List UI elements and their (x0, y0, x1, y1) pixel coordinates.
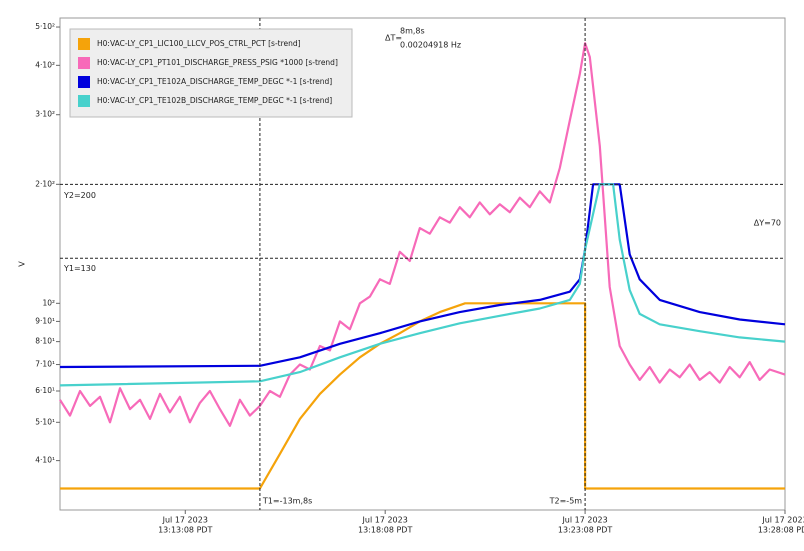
cursor-label: T1=-13m,8s (262, 497, 312, 506)
legend-label: H0:VAC-LY_CP1_TE102B_DISCHARGE_TEMP_DEGC… (97, 96, 332, 105)
legend-label: H0:VAC-LY_CP1_LIC100_LLCV_POS_CTRL_PCT [… (97, 39, 301, 48)
y-axis-label: V (18, 261, 27, 267)
legend-swatch (78, 76, 90, 88)
x-tick-label: 13:13:08 PDT (158, 526, 212, 535)
y-tick-label: 7·10¹ (35, 360, 55, 369)
y-tick-label: 2·10² (35, 179, 55, 188)
legend: H0:VAC-LY_CP1_LIC100_LLCV_POS_CTRL_PCT [… (69, 28, 353, 118)
series-line (59, 42, 786, 427)
legend-swatch (78, 57, 90, 69)
x-tick-label: 13:18:08 PDT (358, 526, 412, 535)
y-tick-label: 5·10² (35, 22, 55, 31)
y-tick-label: 10² (42, 298, 55, 307)
y-tick-label: 8·10¹ (35, 337, 55, 346)
cursor-label: Y1=130 (63, 264, 96, 273)
series-line (59, 183, 786, 369)
legend-label: H0:VAC-LY_CP1_PT101_DISCHARGE_PRESS_PSIG… (97, 58, 338, 67)
cursor-label: 0.00204918 Hz (400, 41, 461, 50)
y-tick-label: 4·10² (35, 60, 55, 69)
y-tick-label: 5·10¹ (35, 417, 55, 426)
x-tick-label: 13:28:08 PDT (758, 526, 804, 535)
y-tick-label: 6·10¹ (35, 386, 55, 395)
legend-swatch (78, 38, 90, 50)
y-tick-label: 3·10² (35, 110, 55, 119)
cursor-label: ΔT= (385, 34, 402, 43)
x-tick-label: Jul 17 2023 (561, 516, 607, 525)
cursor-label: 8m,8s (400, 27, 425, 36)
cursor-label: T2=-5m (549, 497, 583, 506)
series-line (59, 183, 786, 387)
legend-box (69, 28, 353, 118)
legend-swatch (78, 95, 90, 107)
x-tick-label: Jul 17 2023 (362, 516, 408, 525)
cursor-label: Y2=200 (63, 191, 96, 200)
x-tick-label: Jul 17 2023 (162, 516, 208, 525)
x-tick-label: 13:23:08 PDT (558, 526, 612, 535)
y-tick-label: 4·10¹ (35, 456, 55, 465)
legend-label: H0:VAC-LY_CP1_TE102A_DISCHARGE_TEMP_DEGC… (97, 77, 332, 86)
cursor-label: ΔY=70 (754, 219, 781, 228)
y-tick-label: 9·10¹ (35, 316, 55, 325)
x-tick-label: Jul 17 2023 (761, 516, 804, 525)
